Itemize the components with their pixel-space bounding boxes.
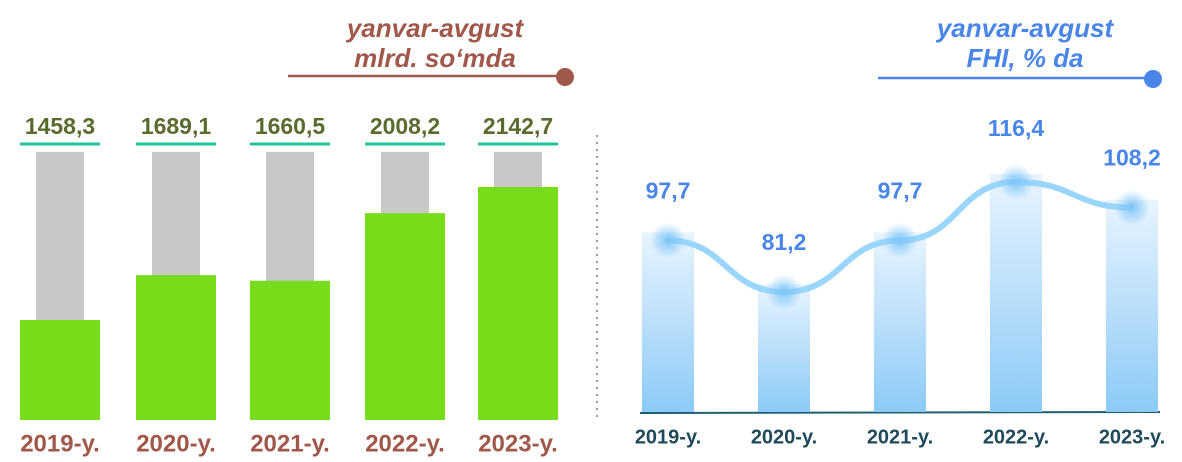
value-label: 116,4 xyxy=(988,115,1044,141)
value-label: 81,2 xyxy=(762,229,807,255)
bar xyxy=(250,280,330,420)
subtitle: FHI, % da xyxy=(966,43,1083,73)
bar xyxy=(1106,199,1158,412)
bar xyxy=(20,320,100,420)
value-label: 2008,2 xyxy=(370,113,440,139)
title: yanvar-avgust xyxy=(935,13,1115,43)
x-tick-label: 2022-y. xyxy=(365,430,445,457)
x-tick-label: 2020-y. xyxy=(751,426,817,448)
value-label: 108,2 xyxy=(1103,145,1161,171)
point xyxy=(650,222,686,259)
title: yanvar-avgust xyxy=(345,13,525,43)
x-tick-label: 2021-y. xyxy=(250,430,330,457)
x-tick-label: 2022-y. xyxy=(983,426,1049,448)
x-tick-label: 2023-y. xyxy=(478,430,558,457)
x-tick-label: 2023-y. xyxy=(1099,426,1165,448)
x-tick-label: 2020-y. xyxy=(136,430,216,457)
point xyxy=(882,222,918,259)
bar xyxy=(990,174,1042,412)
baseline xyxy=(639,411,1161,414)
bar xyxy=(136,275,216,420)
subtitle: mlrd. so‘mda xyxy=(354,43,516,73)
x-tick-label: 2019-y. xyxy=(20,430,100,457)
value-label: 97,7 xyxy=(878,178,923,204)
point xyxy=(1114,189,1150,226)
value-label: 2142,7 xyxy=(483,113,553,139)
value-label: 1458,3 xyxy=(25,113,95,139)
title-dot xyxy=(1144,70,1162,88)
bar xyxy=(642,232,694,412)
value-label: 97,7 xyxy=(646,178,691,204)
bar xyxy=(365,213,445,420)
x-tick-label: 2021-y. xyxy=(867,426,933,448)
title-dot xyxy=(556,68,574,86)
bar xyxy=(478,187,558,420)
point xyxy=(998,164,1034,200)
point xyxy=(766,274,802,310)
bar xyxy=(874,232,926,412)
value-label: 1689,1 xyxy=(141,113,212,139)
x-tick-label: 2019-y. xyxy=(635,426,701,448)
value-label: 1660,5 xyxy=(255,113,326,139)
